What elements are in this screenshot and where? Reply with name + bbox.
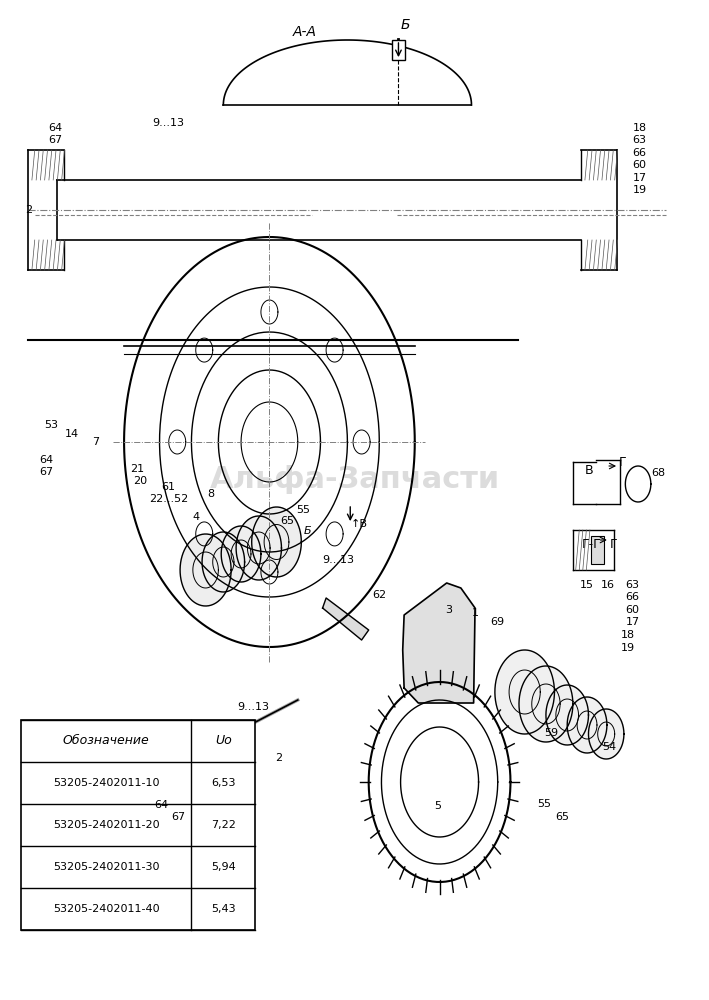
Text: 64: 64 xyxy=(155,800,169,810)
Text: 19: 19 xyxy=(632,185,647,195)
Text: Б: Б xyxy=(401,18,411,32)
Polygon shape xyxy=(202,532,245,592)
Text: 2: 2 xyxy=(275,753,282,763)
Text: 8: 8 xyxy=(208,489,215,499)
Polygon shape xyxy=(221,526,261,582)
Text: Обозначение: Обозначение xyxy=(63,734,150,748)
Text: 66: 66 xyxy=(632,148,647,158)
Text: 6,53: 6,53 xyxy=(211,778,235,788)
Text: 53: 53 xyxy=(45,420,59,430)
Text: 15: 15 xyxy=(580,580,594,590)
Text: 18: 18 xyxy=(620,630,635,640)
Text: 22...52: 22...52 xyxy=(149,494,188,504)
Text: А-А: А-А xyxy=(293,25,317,39)
Text: 64: 64 xyxy=(48,123,62,133)
Text: Альфа-Запчасти: Альфа-Запчасти xyxy=(209,466,500,494)
Text: 5,43: 5,43 xyxy=(211,904,235,914)
Polygon shape xyxy=(180,534,231,606)
Text: 68: 68 xyxy=(651,468,665,478)
Text: 67: 67 xyxy=(172,812,186,822)
Polygon shape xyxy=(323,598,369,640)
Text: 67: 67 xyxy=(40,467,54,477)
Text: ↑В: ↑В xyxy=(350,519,367,529)
Text: 53205-2402011-40: 53205-2402011-40 xyxy=(53,904,160,914)
Text: 55: 55 xyxy=(296,505,311,515)
Text: 20: 20 xyxy=(133,476,147,486)
Text: 53205-2402011-10: 53205-2402011-10 xyxy=(53,778,160,788)
Text: 21: 21 xyxy=(130,464,144,474)
Text: Г: Г xyxy=(610,538,618,550)
Text: 65: 65 xyxy=(280,516,294,526)
Text: 64: 64 xyxy=(40,455,54,465)
Text: 17: 17 xyxy=(625,617,640,627)
Text: 18: 18 xyxy=(632,123,647,133)
Text: Uо: Uо xyxy=(215,734,232,748)
Text: 9...13: 9...13 xyxy=(238,702,269,712)
Text: 53205-2402011-20: 53205-2402011-20 xyxy=(53,820,160,830)
FancyBboxPatch shape xyxy=(392,40,405,60)
Polygon shape xyxy=(252,507,301,577)
Polygon shape xyxy=(519,666,573,742)
Polygon shape xyxy=(567,697,607,753)
Text: 59: 59 xyxy=(545,728,559,738)
Polygon shape xyxy=(236,516,281,580)
Text: 67: 67 xyxy=(48,135,62,145)
Text: 60: 60 xyxy=(632,160,647,170)
Text: В: В xyxy=(585,464,593,477)
Text: Г-Г: Г-Г xyxy=(581,538,601,550)
Text: 5: 5 xyxy=(434,801,441,811)
Text: 9...13: 9...13 xyxy=(152,118,184,128)
Text: 66: 66 xyxy=(625,592,640,602)
Text: Г: Г xyxy=(619,456,627,468)
Text: 61: 61 xyxy=(162,482,176,492)
Text: 3: 3 xyxy=(445,605,452,615)
Text: 65: 65 xyxy=(555,812,569,822)
Text: 60: 60 xyxy=(625,605,640,615)
Text: 2: 2 xyxy=(25,205,32,215)
Text: 19: 19 xyxy=(620,643,635,653)
Text: 16: 16 xyxy=(601,580,615,590)
Text: 9...13: 9...13 xyxy=(323,555,354,565)
FancyBboxPatch shape xyxy=(591,536,604,564)
Polygon shape xyxy=(495,650,554,734)
Polygon shape xyxy=(546,685,588,745)
Text: 53205-2402011-30: 53205-2402011-30 xyxy=(53,862,160,872)
Text: 62: 62 xyxy=(372,590,386,600)
Text: 4: 4 xyxy=(193,512,200,522)
Text: 55: 55 xyxy=(537,799,552,809)
Polygon shape xyxy=(403,583,475,703)
Text: 7,22: 7,22 xyxy=(211,820,236,830)
Text: 63: 63 xyxy=(625,580,640,590)
Text: 14: 14 xyxy=(65,429,79,439)
Text: 7: 7 xyxy=(92,437,99,447)
Text: 63: 63 xyxy=(632,135,647,145)
Text: 5,94: 5,94 xyxy=(211,862,235,872)
Polygon shape xyxy=(588,709,624,759)
FancyBboxPatch shape xyxy=(21,720,255,930)
Text: Б: Б xyxy=(303,526,311,536)
Text: 17: 17 xyxy=(632,173,647,183)
Text: 54: 54 xyxy=(603,742,617,752)
Text: 1: 1 xyxy=(472,608,479,618)
Text: 69: 69 xyxy=(491,617,505,627)
